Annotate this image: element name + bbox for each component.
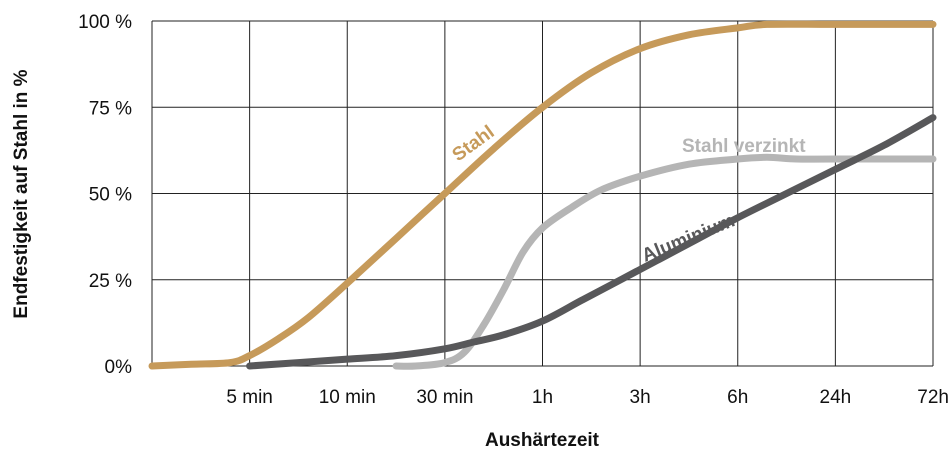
y-axis-title: Endfestigkeit auf Stahl in % — [11, 69, 32, 318]
series-layer — [148, 20, 937, 370]
x-tick-label: 30 min — [416, 387, 473, 408]
grid — [151, 20, 934, 367]
y-tick-label: 0% — [105, 357, 133, 378]
x-axis-title: Aushärtezeit — [485, 430, 600, 451]
x-tick-label: 72h — [917, 387, 949, 408]
y-tick-label: 50 % — [89, 185, 132, 206]
series-label-stahl: Stahl — [449, 122, 499, 166]
series-label-aluminium: Aluminium — [639, 210, 738, 266]
y-tick-label: 25 % — [89, 271, 132, 292]
series-line-aluminium — [246, 114, 937, 370]
tick-labels: 5 min 10 min 30 min 1h 3h 6h 24h 72h 0% 25 % 50 % 7… — [78, 12, 949, 408]
x-tick-label: 6h — [727, 387, 748, 408]
x-tick-label: 5 min — [226, 387, 272, 408]
series-line-stahl-verzinkt — [392, 153, 937, 370]
y-tick-label: 75 % — [89, 98, 132, 119]
x-tick-label: 3h — [630, 387, 651, 408]
series-line-stahl — [148, 20, 937, 370]
x-tick-label: 1h — [532, 387, 553, 408]
series-label-stahl-verzinkt: Stahl verzinkt — [682, 136, 806, 157]
x-tick-label: 24h — [820, 387, 852, 408]
y-tick-label: 100 % — [78, 12, 132, 33]
x-tick-label: 10 min — [319, 387, 376, 408]
